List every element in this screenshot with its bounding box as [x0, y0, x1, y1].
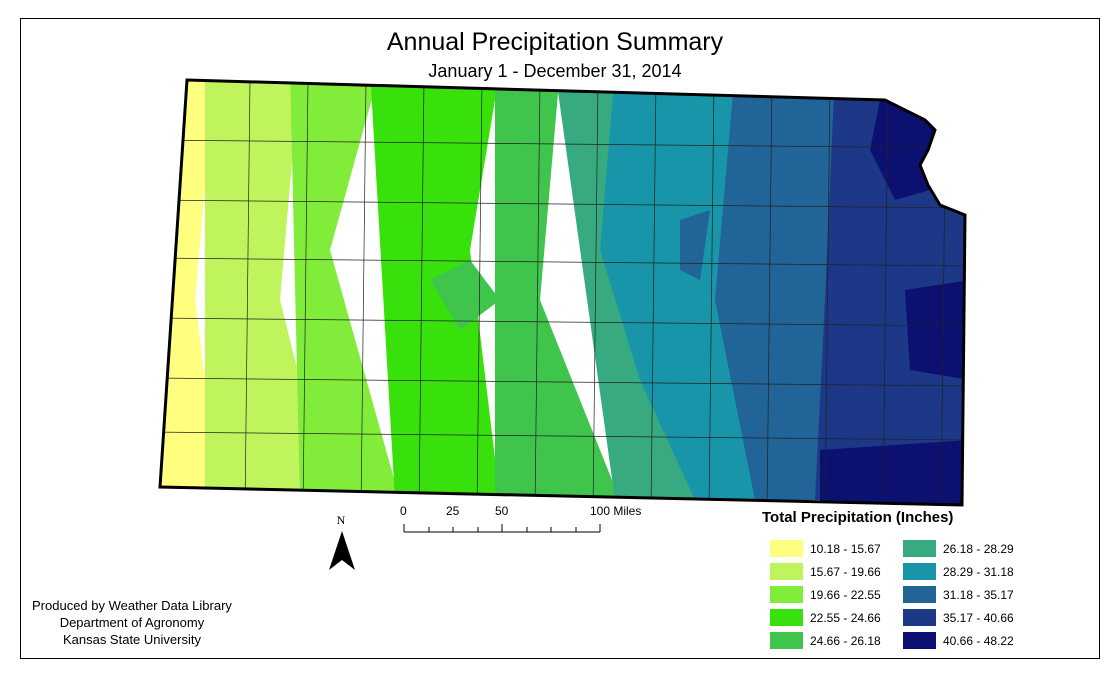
credits: Produced by Weather Data Library Departm… [32, 597, 232, 648]
scale-bar [403, 524, 601, 533]
county-line [360, 80, 367, 505]
legend-swatch [903, 540, 936, 557]
map-title: Annual Precipitation Summary [386, 28, 724, 56]
legend-item: 26.18 - 28.29 [903, 540, 1014, 557]
legend-item: 10.18 - 15.67 [770, 540, 881, 557]
precip-zone [715, 80, 840, 500]
legend-label: 24.66 - 26.18 [810, 633, 881, 648]
county-line [160, 199, 965, 209]
legend-item: 35.17 - 40.66 [903, 609, 1014, 626]
county-line [160, 139, 965, 149]
credit-line: Kansas State University [62, 632, 201, 647]
legend-swatch [903, 563, 936, 580]
scale-tick-0: 0 [400, 504, 407, 518]
legend-swatch [903, 609, 936, 626]
county-line [708, 80, 715, 505]
county-line [160, 377, 965, 387]
legend-label: 35.17 - 40.66 [943, 610, 1014, 625]
legend-item: 40.66 - 48.22 [903, 632, 1014, 649]
north-arrow-icon [329, 531, 355, 570]
legend-item: 24.66 - 26.18 [770, 632, 881, 649]
scale-tick-50: 50 [495, 504, 509, 518]
map-frame [20, 18, 1100, 659]
precip-zone [600, 80, 760, 500]
legend-label: 15.67 - 19.66 [810, 564, 881, 579]
legend-label: 10.18 - 15.67 [810, 541, 881, 556]
legend-item: 28.29 - 31.18 [903, 563, 1014, 580]
county-line [534, 80, 541, 505]
legend-swatch [770, 632, 803, 649]
legend-label: 19.66 - 22.55 [810, 587, 881, 602]
county-line [650, 80, 657, 505]
precip-zone [680, 210, 710, 280]
county-line [244, 80, 251, 505]
legend-label: 26.18 - 28.29 [943, 541, 1014, 556]
scale-tick-25: 25 [446, 504, 460, 518]
precipitation-zones [160, 80, 965, 505]
scale-tick-100: 100 Miles [590, 504, 642, 518]
county-line [160, 431, 965, 441]
credit-line: Department of Agronomy [59, 615, 205, 630]
county-line [824, 80, 831, 505]
legend-swatch [770, 540, 803, 557]
legend-item: 19.66 - 22.55 [770, 586, 881, 603]
legend-swatch [770, 563, 803, 580]
legend-label: 22.55 - 24.66 [810, 610, 881, 625]
county-line [302, 80, 309, 505]
map-subtitle: January 1 - December 31, 2014 [428, 61, 682, 81]
legend-label: 31.18 - 35.17 [943, 587, 1014, 602]
legend-swatch [903, 632, 936, 649]
legend-item: 15.67 - 19.66 [770, 563, 881, 580]
county-line [160, 317, 965, 327]
legend-swatch [770, 609, 803, 626]
county-boundaries [160, 80, 965, 505]
precip-zone [820, 440, 965, 505]
county-line [160, 257, 965, 267]
county-line [418, 80, 425, 505]
county-line [882, 80, 889, 505]
county-line [766, 80, 773, 505]
precip-zone [430, 260, 500, 330]
precip-zone [290, 80, 400, 500]
legend-item: 31.18 - 35.17 [903, 586, 1014, 603]
legend-label: 40.66 - 48.22 [943, 633, 1014, 648]
precip-zone [555, 80, 700, 500]
precip-zone [495, 80, 620, 500]
credit-line: Produced by Weather Data Library [32, 598, 232, 613]
legend-title: Total Precipitation (Inches) [762, 509, 954, 526]
precip-zone [905, 280, 965, 380]
legend-item: 22.55 - 24.66 [770, 609, 881, 626]
legend-label: 28.29 - 31.18 [943, 564, 1014, 579]
legend-swatch [903, 586, 936, 603]
county-line [476, 80, 483, 505]
north-label: N [337, 513, 346, 527]
county-line [592, 80, 599, 505]
precip-zone [815, 80, 900, 500]
legend-swatch [770, 586, 803, 603]
